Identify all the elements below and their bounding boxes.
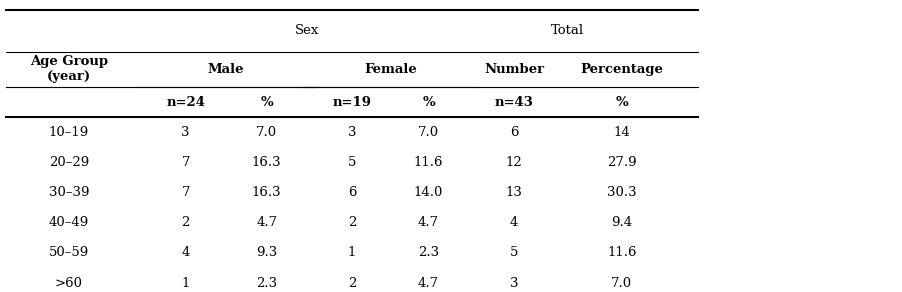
Text: 3: 3 (181, 126, 190, 139)
Text: 14.0: 14.0 (414, 186, 443, 199)
Text: Total: Total (551, 24, 584, 37)
Text: n=19: n=19 (333, 96, 372, 109)
Text: Number: Number (483, 63, 544, 76)
Text: >60: >60 (55, 277, 83, 290)
Text: 7: 7 (181, 156, 190, 169)
Text: 13: 13 (505, 186, 522, 199)
Text: 27.9: 27.9 (607, 156, 637, 169)
Text: 50–59: 50–59 (49, 246, 89, 259)
Text: 4.7: 4.7 (418, 277, 439, 290)
Text: 2: 2 (348, 277, 356, 290)
Text: 5: 5 (348, 156, 356, 169)
Text: 9.4: 9.4 (612, 216, 632, 229)
Text: 2.3: 2.3 (256, 277, 277, 290)
Text: Percentage: Percentage (580, 63, 663, 76)
Text: 2: 2 (181, 216, 190, 229)
Text: 14: 14 (613, 126, 630, 139)
Text: %: % (422, 96, 435, 109)
Text: 5: 5 (510, 246, 518, 259)
Text: n=43: n=43 (494, 96, 533, 109)
Text: 30.3: 30.3 (607, 186, 637, 199)
Text: Male: Male (208, 63, 244, 76)
Text: 1: 1 (181, 277, 190, 290)
Text: 7.0: 7.0 (612, 277, 632, 290)
Text: 20–29: 20–29 (49, 156, 89, 169)
Text: %: % (615, 96, 628, 109)
Text: 30–39: 30–39 (49, 186, 89, 199)
Text: 2: 2 (348, 216, 356, 229)
Text: 10–19: 10–19 (49, 126, 89, 139)
Text: 9.3: 9.3 (256, 246, 277, 259)
Text: 7: 7 (181, 186, 190, 199)
Text: Age Group
(year): Age Group (year) (30, 55, 108, 84)
Text: 1: 1 (348, 246, 356, 259)
Text: 11.6: 11.6 (607, 246, 637, 259)
Text: 4.7: 4.7 (418, 216, 439, 229)
Text: 7.0: 7.0 (256, 126, 277, 139)
Text: 16.3: 16.3 (252, 156, 281, 169)
Text: 6: 6 (348, 186, 356, 199)
Text: 16.3: 16.3 (252, 186, 281, 199)
Text: 2.3: 2.3 (418, 246, 439, 259)
Text: %: % (261, 96, 273, 109)
Text: 4.7: 4.7 (256, 216, 277, 229)
Text: 7.0: 7.0 (418, 126, 439, 139)
Text: Sex: Sex (295, 24, 319, 37)
Text: 3: 3 (348, 126, 356, 139)
Text: 40–49: 40–49 (49, 216, 89, 229)
Text: Female: Female (364, 63, 417, 76)
Text: 12: 12 (505, 156, 522, 169)
Text: 4: 4 (510, 216, 518, 229)
Text: 6: 6 (510, 126, 518, 139)
Text: 11.6: 11.6 (414, 156, 443, 169)
Text: 3: 3 (510, 277, 518, 290)
Text: n=24: n=24 (166, 96, 206, 109)
Text: 4: 4 (181, 246, 190, 259)
